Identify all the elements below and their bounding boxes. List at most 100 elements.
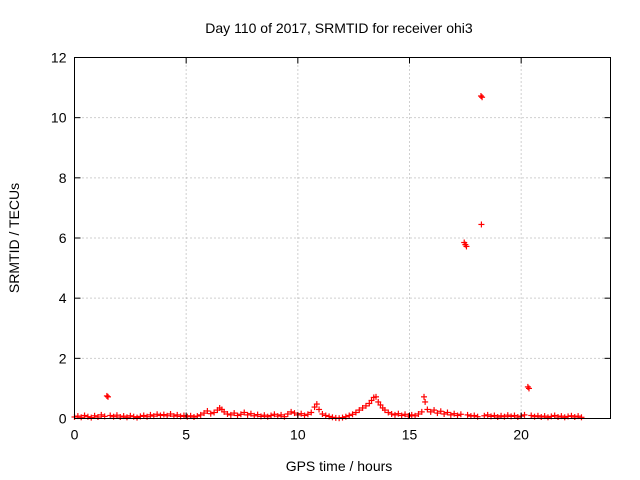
data-point [113,412,120,419]
data-point [471,412,478,419]
data-point [375,398,382,405]
data-point [421,393,428,400]
data-point [157,412,164,419]
data-point [190,413,197,420]
data-point [224,410,231,417]
data-point [197,411,204,418]
data-point [304,411,311,418]
y-tick-label: 0 [59,411,67,427]
data-point [463,243,470,250]
data-point [134,414,141,421]
data-point [398,412,405,419]
data-point [391,411,398,418]
data-point [381,407,388,414]
data-point [431,407,438,414]
data-point [427,408,434,415]
data-point [187,412,194,419]
data-point [227,411,234,418]
y-tick-label: 12 [51,50,67,66]
data-point [107,412,114,419]
data-point [284,410,291,417]
chart-title: Day 110 of 2017, SRMTID for receiver ohi… [205,20,473,36]
data-point [237,411,244,418]
data-point [534,412,541,419]
data-point [204,407,211,414]
data-point [434,410,441,417]
data-point [521,411,528,418]
data-point [388,410,395,417]
data-point [441,410,448,417]
data-point [349,411,356,418]
data-point [491,412,498,419]
data-point [81,412,88,419]
data-point [147,411,154,418]
axis-ticks: 0 5 10 15 20 0 2 4 6 8 10 12 [51,50,611,443]
x-tick-label: 0 [71,427,79,443]
data-point [528,412,535,419]
data-points [71,93,585,422]
x-tick-label: 15 [402,427,418,443]
data-point [412,412,419,419]
data-point [91,412,98,419]
data-point [231,410,238,417]
data-point [538,413,545,420]
data-point [451,410,458,417]
data-point [268,412,275,419]
data-point [261,412,268,419]
data-point [568,412,575,419]
data-point [311,404,318,411]
data-point [271,411,278,418]
data-point [395,410,402,417]
data-point [313,401,320,408]
data-point [368,397,375,404]
data-point [444,409,451,416]
data-point [525,385,532,392]
data-point [78,414,85,421]
data-point [288,408,295,415]
data-point [105,393,111,400]
data-point [247,410,254,417]
data-point [301,412,308,419]
data-point [422,398,429,405]
data-point [373,393,379,400]
data-point [481,412,488,419]
data-point [127,412,134,419]
data-point [154,411,161,418]
data-point [123,414,130,421]
data-point [484,411,491,418]
data-point [415,410,422,417]
data-point [251,412,258,419]
y-tick-label: 4 [59,290,67,306]
data-point [418,408,425,415]
data-point [339,414,346,421]
data-point [478,221,485,228]
data-point [477,93,484,100]
data-point [241,409,248,416]
data-point [362,402,369,409]
data-point [319,410,326,417]
data-point [551,412,558,419]
data-point [498,412,505,419]
data-point [511,412,518,419]
x-axis-title: GPS time / hours [286,458,393,474]
data-point [464,411,471,418]
data-point [140,412,147,419]
data-point [359,404,366,411]
data-point [316,406,323,413]
data-point [544,414,551,421]
grid [74,57,611,419]
data-point [221,408,228,415]
data-point [164,412,171,419]
data-point [308,409,315,416]
data-point [457,411,464,418]
data-point [103,392,110,399]
data-point [571,413,578,420]
data-point [352,409,359,416]
data-point [201,410,208,417]
data-point [174,411,181,418]
data-point [211,409,218,416]
data-point [447,411,454,418]
data-point [504,412,511,419]
data-point [346,412,353,419]
